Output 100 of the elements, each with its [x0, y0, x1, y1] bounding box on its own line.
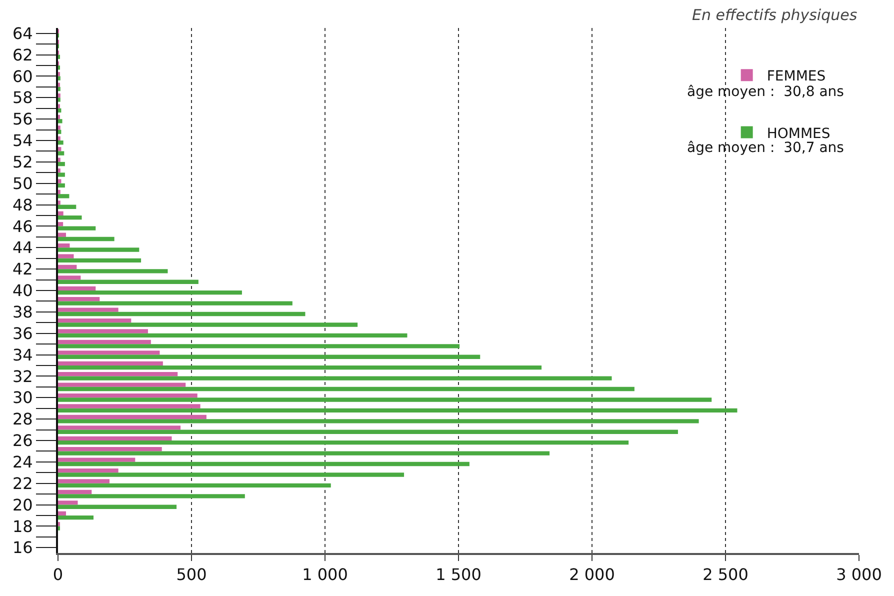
- bar: [58, 286, 96, 290]
- y-tick-label: 64: [12, 24, 33, 43]
- x-tick-label: 2 500: [702, 565, 748, 584]
- bar: [58, 183, 65, 188]
- y-tick-label: 30: [12, 388, 33, 408]
- y-tick-label: 50: [12, 174, 33, 193]
- y-tick-label: 20: [12, 495, 33, 514]
- bar: [58, 312, 306, 316]
- bar: [58, 301, 292, 306]
- bar: [58, 194, 70, 198]
- bar: [58, 329, 148, 334]
- bar: [58, 516, 94, 520]
- y-tick-label: 52: [12, 152, 33, 172]
- y-tick-label: 16: [12, 538, 33, 558]
- y-tick-label: 56: [12, 110, 33, 129]
- bar: [58, 511, 66, 516]
- bar: [58, 248, 140, 252]
- y-tick-label: 54: [12, 131, 33, 150]
- y-tick-label: 42: [12, 260, 33, 279]
- bar: [58, 419, 699, 424]
- y-tick-label: 60: [12, 66, 33, 86]
- bar: [58, 500, 78, 505]
- bar: [58, 408, 738, 413]
- bar: [58, 344, 460, 348]
- bar: [58, 479, 110, 484]
- bar: [58, 404, 200, 408]
- bar: [58, 211, 64, 216]
- bar: [58, 354, 480, 359]
- bar: [58, 333, 408, 338]
- bar: [58, 440, 629, 445]
- bar: [58, 393, 198, 398]
- bar: [58, 226, 96, 230]
- bar: [58, 382, 186, 387]
- bar: [58, 451, 550, 456]
- bar: [58, 308, 118, 312]
- bar: [58, 264, 77, 270]
- bar: [58, 494, 245, 498]
- annotation: âge moyen : 30,7 ans: [687, 140, 844, 156]
- bar: [58, 340, 151, 344]
- y-tick-label: 46: [12, 216, 33, 236]
- bar: [58, 276, 81, 280]
- bar: [58, 372, 178, 376]
- bar: [58, 386, 634, 392]
- y-tick-label: 48: [12, 195, 33, 214]
- bar: [58, 254, 74, 258]
- bar: [58, 398, 712, 402]
- y-tick-label: 34: [12, 345, 33, 364]
- text: En effectifs physiques: [692, 6, 858, 24]
- bar: [58, 361, 163, 366]
- bar: [58, 130, 62, 134]
- bar: [58, 258, 142, 263]
- bar: [58, 269, 168, 274]
- y-tick-label: 28: [12, 410, 33, 429]
- y-tick-label: 40: [12, 281, 33, 300]
- bar: [58, 318, 132, 323]
- y-tick-label: 26: [12, 431, 33, 450]
- bar: [58, 151, 64, 156]
- bar: [58, 216, 82, 220]
- bar: [58, 414, 206, 420]
- bar: [58, 430, 678, 434]
- bar: [58, 462, 470, 466]
- annotation: âge moyen : 30,8 ans: [687, 84, 844, 100]
- bar: [58, 322, 358, 327]
- bar: [58, 232, 66, 237]
- bar: [58, 468, 118, 473]
- y-tick-label: 18: [12, 516, 33, 536]
- y-tick-label: 44: [12, 238, 33, 258]
- bar: [58, 119, 62, 124]
- y-tick-label: 36: [12, 324, 33, 343]
- x-tick-label: 0: [52, 565, 64, 584]
- bar: [58, 490, 92, 494]
- bar: [58, 472, 404, 477]
- bar: [58, 458, 136, 462]
- y-tick-label: 38: [12, 302, 33, 322]
- y-tick-label: 32: [12, 366, 33, 386]
- bar: [58, 222, 64, 226]
- bar: [58, 243, 70, 248]
- bar: [58, 447, 162, 452]
- bar: [58, 483, 331, 488]
- bar: [58, 236, 114, 242]
- bar: [58, 204, 76, 209]
- legend-label: FEMMES: [766, 68, 826, 85]
- bar: [58, 366, 542, 370]
- bar: [58, 280, 198, 284]
- bar: [58, 350, 160, 355]
- bar: [58, 376, 612, 380]
- bar: [58, 140, 64, 145]
- bar: [58, 179, 62, 184]
- bar: [58, 426, 181, 430]
- bar: [58, 162, 65, 166]
- x-tick-label: 3 000: [836, 565, 882, 584]
- legend-label: HOMMES: [766, 126, 830, 142]
- x-tick-label: 500: [176, 565, 207, 584]
- bar: [58, 172, 65, 177]
- bar: [58, 504, 177, 509]
- x-tick-label: 1 500: [436, 565, 482, 584]
- bar: [58, 147, 62, 152]
- y-tick-label: 62: [12, 45, 33, 64]
- y-tick-label: 22: [12, 474, 33, 493]
- y-tick-label: 24: [12, 452, 33, 472]
